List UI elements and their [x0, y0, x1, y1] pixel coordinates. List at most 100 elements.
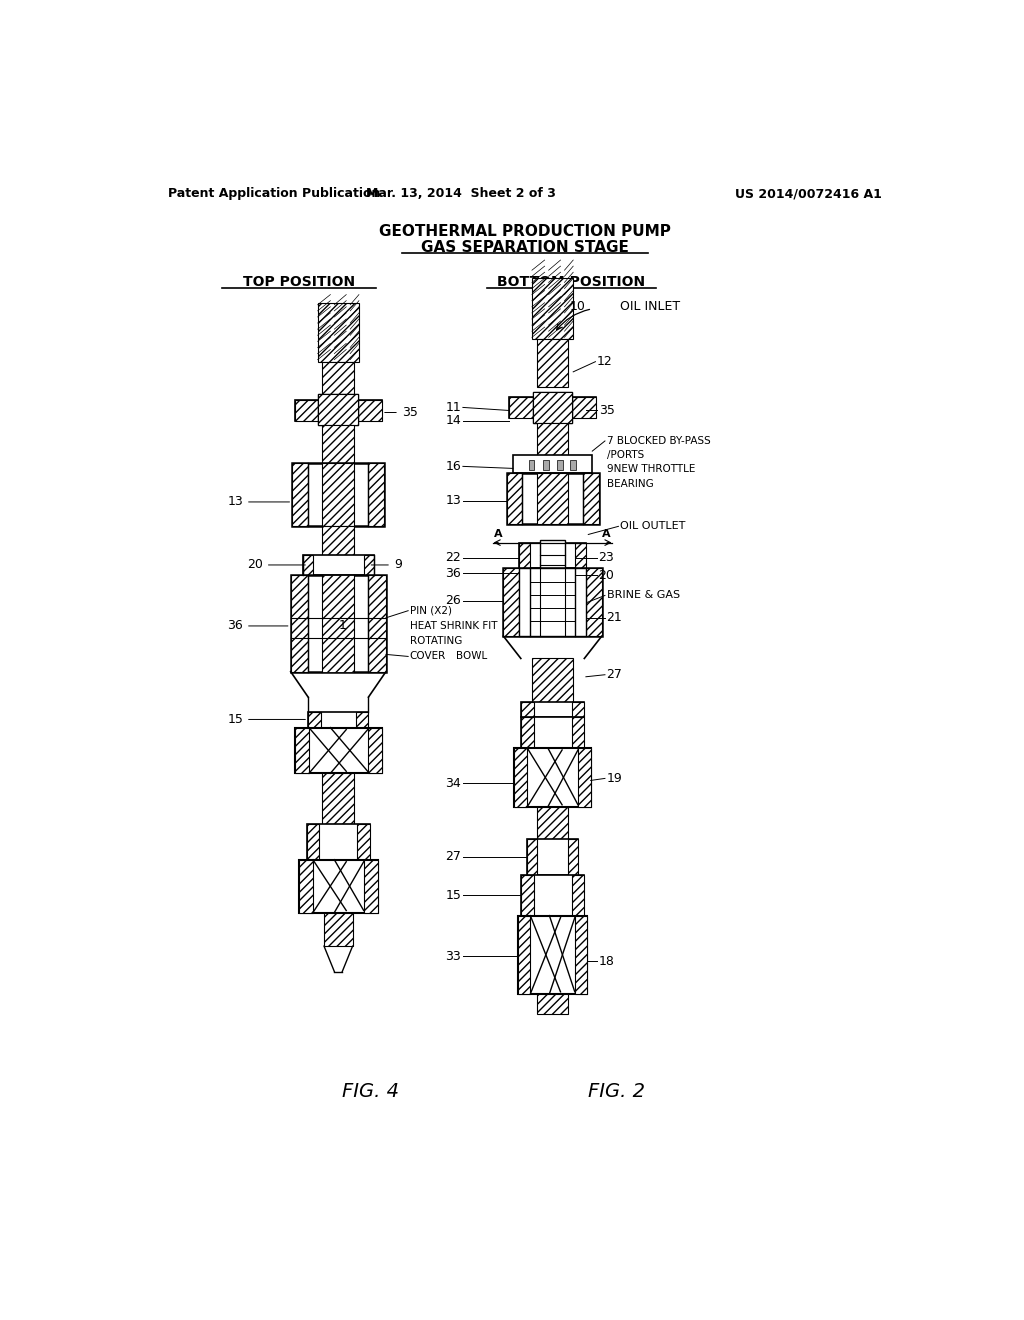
- Text: 23: 23: [599, 552, 614, 565]
- Bar: [303, 554, 313, 576]
- Bar: [531, 279, 573, 339]
- Bar: [306, 824, 319, 859]
- Text: 15: 15: [227, 713, 305, 726]
- Text: 13: 13: [227, 495, 290, 508]
- Bar: [527, 840, 578, 875]
- Bar: [504, 568, 602, 636]
- Bar: [519, 543, 530, 568]
- Text: GAS SEPARATION STAGE: GAS SEPARATION STAGE: [421, 240, 629, 255]
- Text: 22: 22: [445, 552, 462, 565]
- Bar: [369, 576, 386, 672]
- Bar: [519, 543, 586, 568]
- Bar: [514, 748, 591, 807]
- Text: ROTATING: ROTATING: [410, 636, 462, 647]
- Bar: [574, 916, 588, 994]
- Text: /PORTS: /PORTS: [606, 450, 644, 461]
- Text: 11: 11: [445, 401, 462, 414]
- Bar: [521, 718, 534, 748]
- Bar: [518, 916, 530, 994]
- Text: GEOTHERMAL PRODUCTION PUMP: GEOTHERMAL PRODUCTION PUMP: [379, 224, 671, 239]
- Bar: [291, 576, 386, 672]
- Bar: [543, 461, 549, 470]
- Bar: [358, 400, 382, 421]
- Bar: [306, 824, 370, 859]
- Text: 10: 10: [570, 300, 586, 313]
- Text: 12: 12: [597, 355, 612, 368]
- Bar: [323, 527, 354, 576]
- Bar: [527, 840, 538, 875]
- Text: BRINE & GAS: BRINE & GAS: [606, 590, 680, 601]
- Bar: [586, 568, 602, 636]
- Text: 33: 33: [445, 950, 462, 962]
- Bar: [537, 807, 568, 840]
- Bar: [299, 859, 313, 912]
- Bar: [355, 713, 369, 727]
- Bar: [537, 339, 568, 387]
- Bar: [519, 568, 586, 636]
- Bar: [572, 397, 596, 417]
- Bar: [507, 474, 522, 524]
- Bar: [571, 718, 585, 748]
- Bar: [521, 702, 585, 718]
- Text: 27: 27: [445, 850, 462, 863]
- Text: 36: 36: [227, 619, 288, 632]
- Bar: [317, 302, 359, 362]
- Text: TOP POSITION: TOP POSITION: [243, 276, 354, 289]
- Bar: [303, 554, 374, 576]
- Text: 27: 27: [606, 668, 623, 681]
- Text: 19: 19: [606, 772, 623, 785]
- Text: 35: 35: [385, 407, 418, 418]
- Text: 35: 35: [599, 404, 614, 417]
- Text: OIL INLET: OIL INLET: [620, 300, 680, 313]
- Bar: [557, 461, 563, 470]
- Bar: [521, 718, 585, 748]
- Text: OIL OUTLET: OIL OUTLET: [620, 521, 685, 532]
- Bar: [528, 461, 535, 470]
- Bar: [537, 474, 568, 524]
- Bar: [507, 474, 599, 524]
- Bar: [570, 461, 575, 470]
- Bar: [504, 568, 519, 636]
- Bar: [369, 463, 384, 527]
- Bar: [572, 397, 596, 417]
- Bar: [358, 400, 382, 421]
- Text: US 2014/0072416 A1: US 2014/0072416 A1: [735, 187, 882, 201]
- Bar: [532, 392, 572, 422]
- Text: 15: 15: [445, 888, 462, 902]
- Text: BOWL: BOWL: [456, 652, 487, 661]
- Bar: [509, 397, 532, 417]
- Text: 16: 16: [445, 459, 462, 473]
- Text: 9NEW THROTTLE: 9NEW THROTTLE: [606, 465, 695, 474]
- Text: Patent Application Publication: Patent Application Publication: [168, 187, 380, 201]
- Text: 21: 21: [606, 611, 623, 624]
- Text: FIG. 2: FIG. 2: [588, 1082, 645, 1101]
- Bar: [292, 463, 308, 527]
- Bar: [532, 392, 572, 422]
- Text: COVER: COVER: [410, 652, 446, 661]
- Text: 34: 34: [445, 777, 462, 789]
- Bar: [323, 425, 354, 463]
- Bar: [537, 422, 568, 458]
- Bar: [509, 397, 532, 417]
- Bar: [521, 875, 534, 916]
- Bar: [567, 840, 578, 875]
- Bar: [323, 463, 354, 527]
- Text: PIN (X2): PIN (X2): [410, 606, 452, 615]
- Text: 20: 20: [599, 569, 614, 582]
- Bar: [364, 554, 374, 576]
- Text: 20: 20: [247, 558, 305, 572]
- Text: BOTTOM POSITION: BOTTOM POSITION: [497, 276, 645, 289]
- Bar: [291, 576, 308, 672]
- Bar: [521, 702, 534, 718]
- Bar: [531, 659, 573, 705]
- Bar: [583, 474, 599, 524]
- Text: HEAT SHRINK FIT: HEAT SHRINK FIT: [410, 620, 498, 631]
- Bar: [518, 916, 588, 994]
- Text: A: A: [495, 528, 503, 539]
- Bar: [571, 875, 585, 916]
- Text: 1: 1: [338, 619, 346, 632]
- Text: Mar. 13, 2014  Sheet 2 of 3: Mar. 13, 2014 Sheet 2 of 3: [367, 187, 556, 201]
- Text: 9: 9: [372, 558, 401, 572]
- Text: A: A: [602, 528, 611, 539]
- Bar: [323, 774, 354, 824]
